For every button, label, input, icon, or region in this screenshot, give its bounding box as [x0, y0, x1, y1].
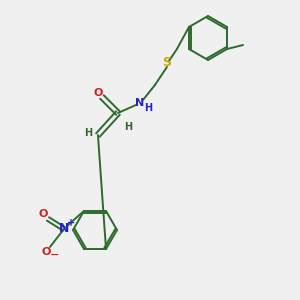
Text: −: −: [50, 250, 60, 260]
Text: H: H: [84, 128, 92, 138]
Text: N: N: [135, 98, 145, 108]
Text: N: N: [59, 222, 69, 236]
Text: H: H: [144, 103, 152, 113]
Text: O: O: [38, 209, 48, 219]
Text: O: O: [93, 88, 103, 98]
Text: O: O: [41, 247, 51, 257]
Text: +: +: [67, 218, 75, 228]
Text: S: S: [162, 56, 171, 70]
Text: H: H: [124, 122, 132, 132]
